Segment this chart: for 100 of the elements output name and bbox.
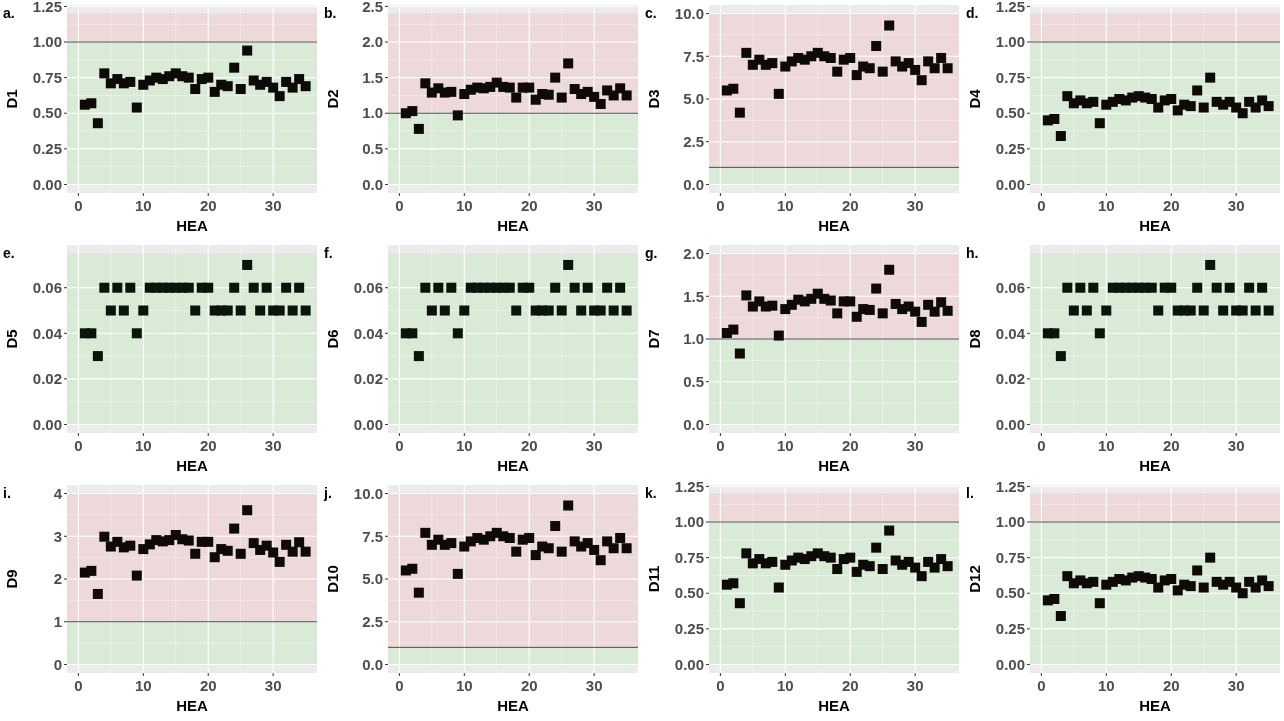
point xyxy=(608,305,619,316)
point xyxy=(871,283,882,294)
y-tick-label: 1.0 xyxy=(683,330,704,348)
y-tick-label: 0.04 xyxy=(995,324,1026,342)
point xyxy=(734,107,745,118)
point xyxy=(274,91,285,102)
point xyxy=(524,282,535,293)
point xyxy=(203,72,214,83)
point xyxy=(1166,94,1177,104)
point xyxy=(615,282,626,293)
y-tick-label: 2.5 xyxy=(683,132,704,150)
y-tick-label: 1 xyxy=(53,612,62,630)
chart-title: i. xyxy=(3,485,11,501)
point xyxy=(845,296,856,307)
point xyxy=(294,537,305,548)
x-tick-label: 10 xyxy=(1097,677,1115,694)
point xyxy=(294,74,305,85)
y-tick-label: 0.25 xyxy=(32,140,62,158)
point xyxy=(222,81,233,92)
point xyxy=(1049,328,1060,339)
y-axis-title: D1 xyxy=(3,89,20,109)
y-tick-label: 0.00 xyxy=(674,655,704,673)
point xyxy=(268,82,279,93)
x-tick-label: 0 xyxy=(1037,197,1046,214)
point xyxy=(864,304,875,315)
point xyxy=(910,562,921,573)
point xyxy=(125,76,136,87)
point xyxy=(138,305,149,316)
y-axis-title: D7 xyxy=(645,329,662,349)
x-tick-label: 30 xyxy=(1227,437,1245,454)
point xyxy=(112,282,123,293)
point xyxy=(268,547,279,558)
point xyxy=(845,52,856,63)
point xyxy=(446,86,457,97)
point xyxy=(229,282,240,293)
point xyxy=(942,63,953,74)
x-tick-label: 20 xyxy=(1162,197,1180,214)
point xyxy=(1062,571,1073,582)
point xyxy=(1185,305,1196,316)
point xyxy=(825,52,836,63)
x-tick-label: 30 xyxy=(585,437,603,454)
point xyxy=(1068,305,1079,316)
y-tick-label: 1.00 xyxy=(995,33,1025,51)
y-tick-label: 5.0 xyxy=(362,570,383,588)
y-tick-label: 0.50 xyxy=(32,104,62,122)
point xyxy=(86,98,97,109)
y-tick-label: 2.5 xyxy=(362,612,383,630)
y-tick-label: 0.02 xyxy=(995,370,1025,388)
point xyxy=(615,83,626,94)
point xyxy=(1146,574,1157,584)
point xyxy=(1088,282,1099,293)
point xyxy=(877,308,888,319)
point xyxy=(1192,282,1203,293)
x-tick-label: 30 xyxy=(1227,677,1245,694)
point xyxy=(118,305,129,316)
y-tick-label: 0.00 xyxy=(995,415,1025,433)
point xyxy=(1055,131,1066,142)
x-axis-title: HEA xyxy=(1139,697,1171,714)
point xyxy=(222,305,233,316)
x-tick-label: 20 xyxy=(841,197,859,214)
y-tick-label: 0.50 xyxy=(995,584,1025,602)
y-tick-label: 1.00 xyxy=(32,33,62,51)
point xyxy=(203,536,214,547)
point xyxy=(1055,351,1066,362)
y-tick-label: 0.50 xyxy=(995,104,1025,122)
chart-title: b. xyxy=(324,5,337,21)
x-tick-label: 0 xyxy=(716,677,725,694)
y-tick-label: 0.06 xyxy=(353,278,383,296)
x-tick-label: 20 xyxy=(199,677,217,694)
y-tick-label: 1.00 xyxy=(674,513,704,531)
point xyxy=(602,536,613,547)
y-axis-title: D2 xyxy=(324,89,341,109)
x-tick-label: 30 xyxy=(1227,197,1245,214)
x-axis-title: HEA xyxy=(176,457,208,474)
point xyxy=(832,66,843,77)
point xyxy=(832,564,843,575)
point xyxy=(602,282,613,293)
point xyxy=(1192,85,1203,96)
y-tick-label: 0.25 xyxy=(995,620,1025,638)
x-tick-label: 10 xyxy=(134,677,152,694)
y-tick-label: 1.25 xyxy=(674,477,704,495)
x-tick-label: 10 xyxy=(455,197,473,214)
y-axis-title: D8 xyxy=(966,329,983,349)
x-tick-label: 10 xyxy=(134,197,152,214)
point xyxy=(203,282,214,293)
point xyxy=(851,311,862,322)
point xyxy=(287,82,298,93)
y-tick-label: 2.0 xyxy=(362,33,383,51)
x-tick-label: 30 xyxy=(264,677,282,694)
point xyxy=(543,305,554,316)
point xyxy=(1146,94,1157,104)
point xyxy=(1153,582,1164,593)
point xyxy=(1094,598,1105,609)
point xyxy=(884,525,895,536)
point xyxy=(1185,101,1196,112)
y-tick-label: 0.25 xyxy=(674,620,704,638)
point xyxy=(131,328,142,339)
y-tick-label: 0.50 xyxy=(674,584,704,602)
y-tick-label: 0.75 xyxy=(995,68,1025,86)
x-tick-label: 30 xyxy=(264,437,282,454)
